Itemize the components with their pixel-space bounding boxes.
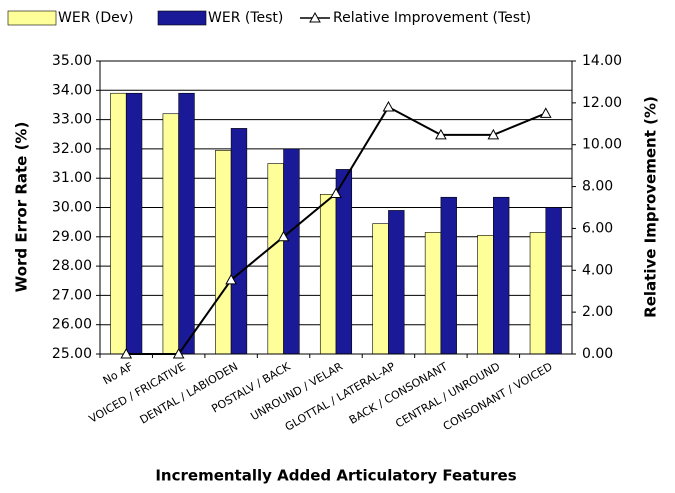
y-tick-label: 27.00 [52, 287, 92, 303]
bar [267, 163, 284, 355]
y2-axis-title: Relative Improvement (%) [642, 96, 660, 318]
y2-tick-label: 2.00 [582, 304, 613, 320]
y2-tick-label: 12.00 [582, 95, 622, 111]
line-marker [539, 107, 552, 118]
bar [215, 150, 232, 355]
y2-tick-label: 6.00 [582, 220, 613, 236]
bar [529, 232, 547, 355]
line-marker [330, 187, 342, 198]
bar [110, 92, 127, 355]
x-tick-label: DENTAL / LABIODEN [138, 360, 241, 427]
bar [178, 92, 195, 355]
bar [162, 113, 179, 355]
bar [388, 210, 405, 355]
y-tick-label: 28.00 [52, 258, 92, 274]
bar [440, 196, 457, 355]
y-tick-label: 33.00 [52, 112, 92, 128]
y-axis-title: Word Error Rate (%) [13, 122, 31, 293]
y2-tick-label: 4.00 [582, 262, 613, 278]
y-tick-label: 31.00 [52, 170, 92, 186]
legend-swatch [7, 10, 57, 26]
line-marker [172, 347, 185, 359]
y-tick-label: 32.00 [52, 141, 92, 157]
line-marker [435, 128, 447, 140]
legend-label: WER (Test) [208, 10, 283, 26]
y-tick-label: 35.00 [52, 53, 92, 69]
line-marker [487, 128, 500, 140]
y-tick-label: 30.00 [52, 200, 92, 216]
bar [424, 232, 442, 355]
bar [125, 92, 143, 355]
y2-tick-label: 8.00 [582, 179, 613, 195]
y2-tick-label: 10.00 [582, 137, 622, 153]
bar [230, 128, 248, 355]
line-marker [120, 347, 133, 359]
y2-tick-label: 14.00 [582, 53, 622, 69]
bar [477, 235, 494, 355]
bar [372, 223, 389, 355]
legend-label: Relative Improvement (Test) [333, 10, 531, 26]
legend-marker [309, 11, 321, 23]
y-tick-label: 26.00 [52, 317, 92, 333]
bar [493, 196, 510, 355]
y-tick-label: 29.00 [52, 229, 92, 245]
x-axis-title: Incrementally Added Articulatory Feature… [155, 467, 516, 485]
line-marker [225, 273, 237, 285]
y-tick-label: 25.00 [52, 346, 92, 362]
legend-swatch [157, 10, 207, 26]
line-marker [277, 230, 290, 242]
legend-label: WER (Dev) [58, 10, 133, 26]
bar [319, 194, 337, 355]
bar [545, 207, 562, 355]
x-tick-label: No AF [101, 360, 135, 387]
bar [283, 148, 300, 355]
y-tick-label: 34.00 [52, 82, 92, 98]
line-marker [382, 101, 395, 112]
y2-tick-label: 0.00 [582, 346, 613, 362]
